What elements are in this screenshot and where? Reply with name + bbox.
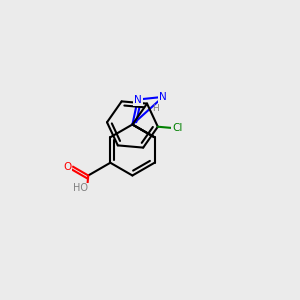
Text: Cl: Cl: [172, 123, 182, 134]
Text: N: N: [159, 92, 167, 102]
Text: N: N: [134, 94, 142, 105]
Text: O: O: [64, 162, 72, 172]
Text: HO: HO: [73, 183, 88, 193]
Text: H: H: [152, 104, 159, 113]
